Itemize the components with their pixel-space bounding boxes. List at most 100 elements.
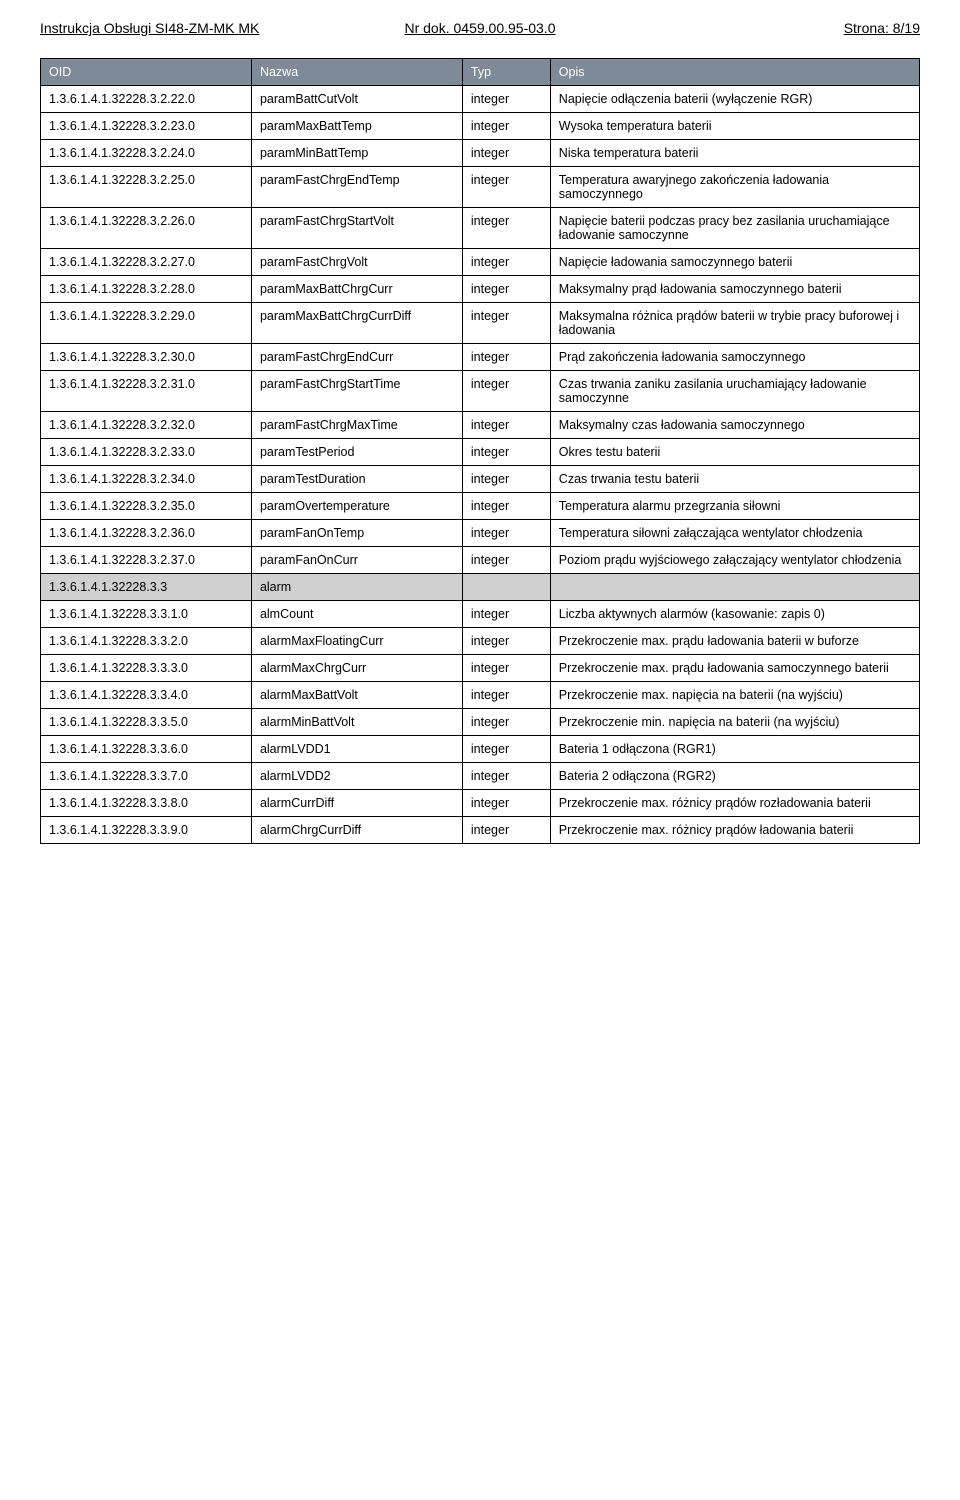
cell-desc: Przekroczenie max. różnicy prądów rozład…: [550, 790, 919, 817]
header-right: Strona: 8/19: [627, 20, 920, 36]
cell-oid: 1.3.6.1.4.1.32228.3.3.6.0: [41, 736, 252, 763]
col-header-name: Nazwa: [251, 59, 462, 86]
cell-name: alarmMaxChrgCurr: [251, 655, 462, 682]
cell-type: integer: [462, 709, 550, 736]
table-header-row: OID Nazwa Typ Opis: [41, 59, 920, 86]
cell-oid: 1.3.6.1.4.1.32228.3.3.7.0: [41, 763, 252, 790]
cell-oid: 1.3.6.1.4.1.32228.3.2.32.0: [41, 412, 252, 439]
cell-type: integer: [462, 628, 550, 655]
table-row: 1.3.6.1.4.1.32228.3.2.30.0paramFastChrgE…: [41, 344, 920, 371]
cell-name: paramBattCutVolt: [251, 86, 462, 113]
cell-type: integer: [462, 86, 550, 113]
cell-desc: Temperatura alarmu przegrzania siłowni: [550, 493, 919, 520]
cell-oid: 1.3.6.1.4.1.32228.3.3.5.0: [41, 709, 252, 736]
page-header: Instrukcja Obsługi SI48-ZM-MK MK Nr dok.…: [40, 20, 920, 38]
cell-name: alarmMaxFloatingCurr: [251, 628, 462, 655]
table-row: 1.3.6.1.4.1.32228.3.2.36.0paramFanOnTemp…: [41, 520, 920, 547]
cell-type: integer: [462, 167, 550, 208]
cell-type: integer: [462, 249, 550, 276]
cell-name: paramTestPeriod: [251, 439, 462, 466]
table-row: 1.3.6.1.4.1.32228.3.2.24.0paramMinBattTe…: [41, 140, 920, 167]
cell-name: paramFastChrgMaxTime: [251, 412, 462, 439]
cell-oid: 1.3.6.1.4.1.32228.3.2.34.0: [41, 466, 252, 493]
table-row: 1.3.6.1.4.1.32228.3.3.5.0alarmMinBattVol…: [41, 709, 920, 736]
cell-desc: Maksymalna różnica prądów baterii w tryb…: [550, 303, 919, 344]
cell-type: integer: [462, 412, 550, 439]
cell-oid: 1.3.6.1.4.1.32228.3.3.8.0: [41, 790, 252, 817]
cell-name: paramFastChrgEndTemp: [251, 167, 462, 208]
col-header-oid: OID: [41, 59, 252, 86]
cell-desc: Napięcie ładowania samoczynnego baterii: [550, 249, 919, 276]
cell-desc: Temperatura awaryjnego zakończenia ładow…: [550, 167, 919, 208]
cell-oid: 1.3.6.1.4.1.32228.3.2.35.0: [41, 493, 252, 520]
cell-name: alarmLVDD1: [251, 736, 462, 763]
cell-desc: Przekroczenie min. napięcia na baterii (…: [550, 709, 919, 736]
cell-desc: Napięcie baterii podczas pracy bez zasil…: [550, 208, 919, 249]
cell-type: integer: [462, 817, 550, 844]
col-header-desc: Opis: [550, 59, 919, 86]
table-row: 1.3.6.1.4.1.32228.3.3.7.0alarmLVDD2integ…: [41, 763, 920, 790]
table-row: 1.3.6.1.4.1.32228.3.2.26.0paramFastChrgS…: [41, 208, 920, 249]
mib-table: OID Nazwa Typ Opis 1.3.6.1.4.1.32228.3.2…: [40, 58, 920, 844]
cell-type: integer: [462, 790, 550, 817]
cell-oid: 1.3.6.1.4.1.32228.3.2.33.0: [41, 439, 252, 466]
cell-oid: 1.3.6.1.4.1.32228.3.3.2.0: [41, 628, 252, 655]
table-row: 1.3.6.1.4.1.32228.3.2.25.0paramFastChrgE…: [41, 167, 920, 208]
table-row: 1.3.6.1.4.1.32228.3.3.3.0alarmMaxChrgCur…: [41, 655, 920, 682]
cell-oid: 1.3.6.1.4.1.32228.3.2.31.0: [41, 371, 252, 412]
cell-oid: 1.3.6.1.4.1.32228.3.3.4.0: [41, 682, 252, 709]
cell-desc: [550, 574, 919, 601]
cell-type: integer: [462, 113, 550, 140]
cell-name: alarmMinBattVolt: [251, 709, 462, 736]
cell-oid: 1.3.6.1.4.1.32228.3.2.28.0: [41, 276, 252, 303]
table-row: 1.3.6.1.4.1.32228.3.3.9.0alarmChrgCurrDi…: [41, 817, 920, 844]
table-row: 1.3.6.1.4.1.32228.3.2.35.0paramOvertempe…: [41, 493, 920, 520]
cell-oid: 1.3.6.1.4.1.32228.3.2.24.0: [41, 140, 252, 167]
cell-type: integer: [462, 439, 550, 466]
cell-type: integer: [462, 466, 550, 493]
cell-type: integer: [462, 601, 550, 628]
cell-oid: 1.3.6.1.4.1.32228.3.2.29.0: [41, 303, 252, 344]
cell-oid: 1.3.6.1.4.1.32228.3.3: [41, 574, 252, 601]
document-page: Instrukcja Obsługi SI48-ZM-MK MK Nr dok.…: [0, 0, 960, 884]
cell-desc: Bateria 1 odłączona (RGR1): [550, 736, 919, 763]
header-center: Nr dok. 0459.00.95-03.0: [333, 20, 626, 36]
cell-desc: Napięcie odłączenia baterii (wyłączenie …: [550, 86, 919, 113]
cell-type: integer: [462, 371, 550, 412]
cell-type: integer: [462, 208, 550, 249]
cell-desc: Przekroczenie max. prądu ładowania bater…: [550, 628, 919, 655]
cell-type: integer: [462, 140, 550, 167]
cell-desc: Maksymalny prąd ładowania samoczynnego b…: [550, 276, 919, 303]
cell-name: alarmCurrDiff: [251, 790, 462, 817]
cell-name: paramMinBattTemp: [251, 140, 462, 167]
cell-oid: 1.3.6.1.4.1.32228.3.2.30.0: [41, 344, 252, 371]
cell-type: integer: [462, 493, 550, 520]
cell-oid: 1.3.6.1.4.1.32228.3.3.3.0: [41, 655, 252, 682]
table-row: 1.3.6.1.4.1.32228.3.2.23.0paramMaxBattTe…: [41, 113, 920, 140]
table-row: 1.3.6.1.4.1.32228.3.2.33.0paramTestPerio…: [41, 439, 920, 466]
cell-desc: Przekroczenie max. prądu ładowania samoc…: [550, 655, 919, 682]
cell-oid: 1.3.6.1.4.1.32228.3.2.25.0: [41, 167, 252, 208]
table-row: 1.3.6.1.4.1.32228.3.3.8.0alarmCurrDiffin…: [41, 790, 920, 817]
cell-oid: 1.3.6.1.4.1.32228.3.2.36.0: [41, 520, 252, 547]
table-row: 1.3.6.1.4.1.32228.3.2.34.0paramTestDurat…: [41, 466, 920, 493]
cell-oid: 1.3.6.1.4.1.32228.3.2.37.0: [41, 547, 252, 574]
cell-type: integer: [462, 547, 550, 574]
table-row: 1.3.6.1.4.1.32228.3.2.37.0paramFanOnCurr…: [41, 547, 920, 574]
cell-name: alarmLVDD2: [251, 763, 462, 790]
cell-desc: Maksymalny czas ładowania samoczynnego: [550, 412, 919, 439]
cell-type: [462, 574, 550, 601]
cell-oid: 1.3.6.1.4.1.32228.3.2.27.0: [41, 249, 252, 276]
header-left: Instrukcja Obsługi SI48-ZM-MK MK: [40, 20, 333, 36]
cell-desc: Przekroczenie max. napięcia na baterii (…: [550, 682, 919, 709]
cell-desc: Liczba aktywnych alarmów (kasowanie: zap…: [550, 601, 919, 628]
cell-name: paramFastChrgStartTime: [251, 371, 462, 412]
cell-name: alarmMaxBattVolt: [251, 682, 462, 709]
table-row: 1.3.6.1.4.1.32228.3.3.2.0alarmMaxFloatin…: [41, 628, 920, 655]
table-row: 1.3.6.1.4.1.32228.3.3.1.0almCountinteger…: [41, 601, 920, 628]
cell-name: paramFastChrgEndCurr: [251, 344, 462, 371]
cell-type: integer: [462, 303, 550, 344]
cell-type: integer: [462, 655, 550, 682]
cell-type: integer: [462, 682, 550, 709]
cell-type: integer: [462, 276, 550, 303]
